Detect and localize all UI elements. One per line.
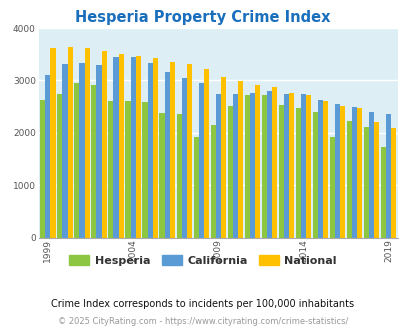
Bar [351, 107, 356, 238]
Legend: Hesperia, California, National: Hesperia, California, National [65, 250, 340, 270]
Bar [142, 102, 147, 238]
Bar [186, 64, 191, 238]
Bar [220, 77, 225, 238]
Bar [130, 57, 135, 238]
Bar [317, 100, 322, 238]
Bar [288, 93, 293, 238]
Bar [159, 113, 164, 238]
Bar [215, 94, 220, 238]
Bar [254, 84, 259, 238]
Bar [210, 125, 215, 238]
Bar [322, 101, 327, 238]
Bar [169, 62, 175, 238]
Bar [45, 75, 50, 238]
Bar [295, 108, 300, 238]
Bar [152, 58, 158, 238]
Bar [74, 83, 79, 238]
Bar [227, 106, 232, 238]
Bar [232, 93, 237, 238]
Bar [147, 63, 152, 238]
Bar [271, 87, 276, 238]
Bar [334, 104, 339, 238]
Text: Crime Index corresponds to incidents per 100,000 inhabitants: Crime Index corresponds to incidents per… [51, 299, 354, 309]
Bar [198, 82, 203, 238]
Bar [164, 72, 169, 238]
Bar [101, 50, 107, 238]
Bar [283, 93, 288, 238]
Bar [193, 137, 198, 238]
Bar [380, 148, 385, 238]
Bar [329, 137, 334, 238]
Text: © 2025 CityRating.com - https://www.cityrating.com/crime-statistics/: © 2025 CityRating.com - https://www.city… [58, 317, 347, 326]
Bar [249, 93, 254, 238]
Bar [176, 114, 181, 238]
Bar [373, 122, 378, 238]
Bar [135, 56, 141, 238]
Bar [363, 127, 368, 238]
Bar [62, 64, 67, 238]
Bar [266, 91, 271, 238]
Bar [368, 112, 373, 238]
Bar [390, 128, 395, 238]
Bar [50, 48, 55, 238]
Bar [108, 101, 113, 238]
Bar [312, 112, 317, 238]
Bar [125, 101, 130, 238]
Bar [96, 65, 101, 238]
Bar [40, 100, 45, 238]
Bar [79, 63, 84, 238]
Bar [84, 48, 90, 238]
Bar [278, 105, 283, 238]
Bar [113, 57, 118, 238]
Bar [300, 94, 305, 238]
Bar [237, 82, 242, 238]
Bar [57, 93, 62, 238]
Bar [91, 84, 96, 238]
Bar [67, 47, 72, 238]
Bar [305, 95, 310, 238]
Bar [261, 95, 266, 238]
Bar [203, 69, 208, 238]
Text: Hesperia Property Crime Index: Hesperia Property Crime Index [75, 10, 330, 25]
Bar [181, 78, 186, 238]
Bar [385, 114, 390, 238]
Bar [346, 121, 351, 238]
Bar [339, 106, 344, 238]
Bar [244, 95, 249, 238]
Bar [356, 108, 361, 238]
Bar [118, 54, 124, 238]
